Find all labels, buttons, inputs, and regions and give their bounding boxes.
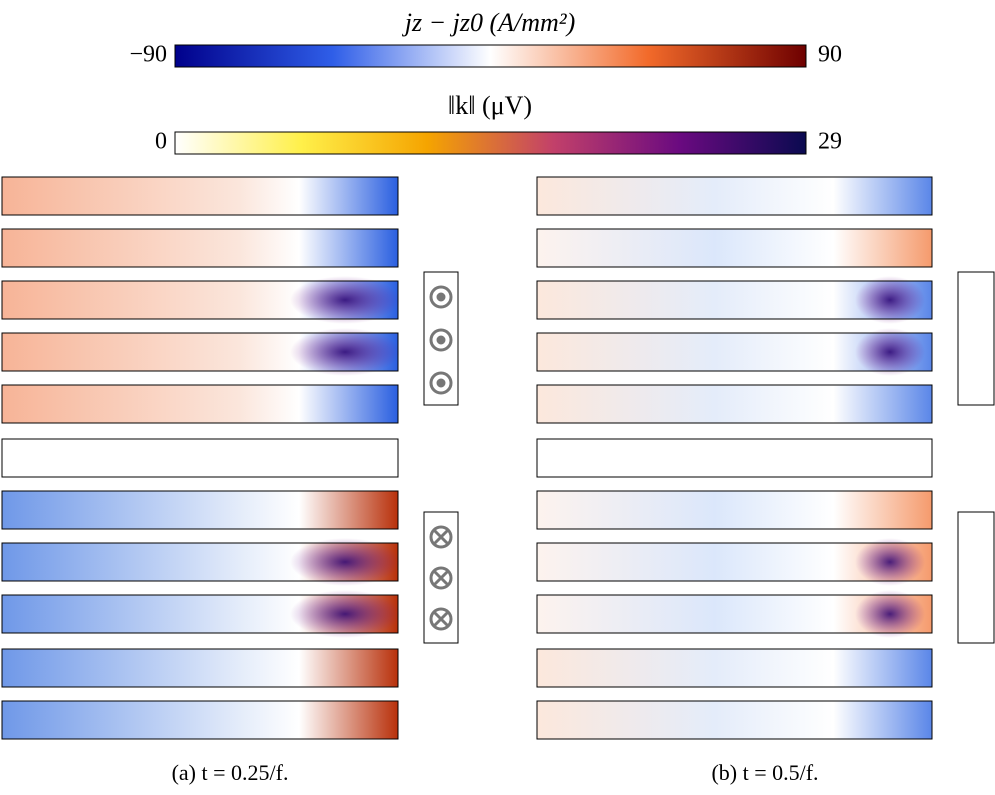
- caption: (a) t = 0.25/f.: [172, 760, 289, 785]
- field-stripe: [2, 385, 398, 423]
- stripe-border: [1, 228, 399, 268]
- arrow-cluster: [855, 328, 925, 376]
- colorbar: [174, 44, 807, 68]
- stripe-border: [536, 384, 933, 424]
- field-stripe: [2, 701, 398, 739]
- stripe-border: [1, 542, 399, 582]
- field-stripe: [537, 701, 932, 739]
- arrow-cluster: [855, 538, 925, 586]
- stripe-border: [1, 438, 399, 478]
- stripe-border: [536, 280, 933, 320]
- arrow-cluster: [290, 328, 400, 376]
- colorbar-tick-label: 29: [818, 129, 842, 155]
- arrow-cluster: [290, 276, 400, 324]
- stripe-border: [1, 490, 399, 530]
- field-stripe: [537, 649, 932, 687]
- field-stripe: [537, 177, 932, 215]
- stripe-border: [536, 332, 933, 372]
- colorbar: [174, 131, 807, 155]
- colorbar-tick-label: 0: [155, 129, 167, 155]
- coil-box: [957, 271, 995, 406]
- field-stripe: [537, 229, 932, 267]
- stripe-border: [1, 176, 399, 216]
- coil-box: [423, 271, 459, 406]
- colorbar-tick-label: −90: [129, 42, 167, 68]
- field-stripe: [2, 649, 398, 687]
- stripe-border: [536, 648, 933, 688]
- stripe-border: [536, 700, 933, 740]
- coil-box: [423, 511, 459, 644]
- arrow-cluster: [290, 538, 400, 586]
- arrow-cluster: [855, 276, 925, 324]
- stripe-border: [536, 542, 933, 582]
- stripe-border: [1, 700, 399, 740]
- field-stripe: [537, 385, 932, 423]
- stripe-border: [536, 438, 933, 478]
- stripe-border: [536, 228, 933, 268]
- colorbar-label: ‖k‖ (μV): [448, 91, 532, 120]
- coil-box: [957, 511, 995, 644]
- field-stripe: [537, 491, 932, 529]
- arrow-cluster: [855, 590, 925, 638]
- arrow-cluster: [290, 590, 400, 638]
- field-stripe: [2, 177, 398, 215]
- field-stripe: [2, 491, 398, 529]
- field-stripe: [2, 229, 398, 267]
- field-stripe: [537, 439, 932, 477]
- caption: (b) t = 0.5/f.: [711, 760, 818, 785]
- stripe-border: [1, 280, 399, 320]
- colorbar-label: jz − jz0 (A/mm²): [402, 8, 576, 37]
- stripe-border: [1, 648, 399, 688]
- stripe-border: [536, 176, 933, 216]
- stripe-border: [1, 594, 399, 634]
- stripe-border: [536, 490, 933, 530]
- field-stripe: [2, 439, 398, 477]
- stripes: [1, 176, 933, 740]
- stripe-border: [1, 384, 399, 424]
- colorbar-tick-label: 90: [818, 42, 842, 68]
- stripe-border: [1, 332, 399, 372]
- stripe-border: [536, 594, 933, 634]
